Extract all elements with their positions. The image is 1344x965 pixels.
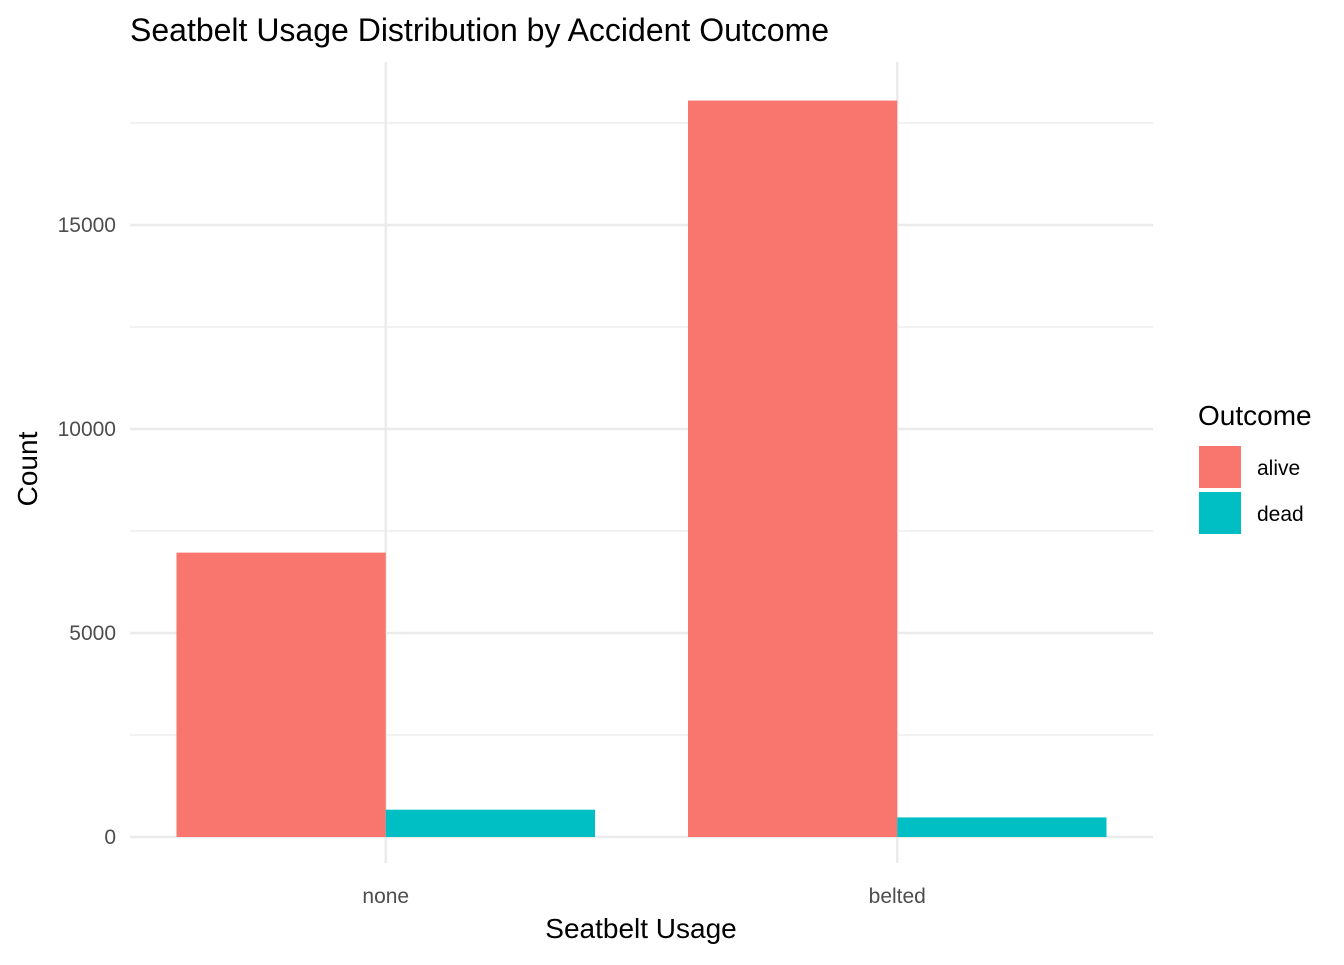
x-tick-label-none: none <box>362 885 409 908</box>
y-tick-label: 0 <box>104 826 116 849</box>
y-tick-label: 15000 <box>58 214 116 237</box>
legend-label-alive: alive <box>1257 457 1300 480</box>
legend: Outcome alive dead <box>1198 400 1312 534</box>
bar-belted-alive <box>688 100 898 837</box>
y-tick-label: 5000 <box>69 622 116 645</box>
y-axis-title: Count <box>12 431 43 506</box>
bar-none-dead <box>385 809 595 837</box>
legend-label-dead: dead <box>1257 503 1304 526</box>
y-tick-label: 10000 <box>58 418 116 441</box>
y-axis-ticks: 0 5000 10000 15000 <box>58 214 116 849</box>
x-tick-label-belted: belted <box>869 885 926 908</box>
x-axis-ticks: none belted <box>362 885 925 908</box>
bars <box>176 100 1107 837</box>
legend-swatch-alive <box>1199 446 1241 488</box>
bar-belted-dead <box>897 817 1107 837</box>
x-axis-title: Seatbelt Usage <box>545 913 736 944</box>
chart-title: Seatbelt Usage Distribution by Accident … <box>130 12 829 48</box>
bar-none-alive <box>176 552 386 837</box>
legend-items: alive dead <box>1199 446 1304 534</box>
legend-swatch-dead <box>1199 492 1241 534</box>
legend-title: Outcome <box>1198 400 1312 431</box>
